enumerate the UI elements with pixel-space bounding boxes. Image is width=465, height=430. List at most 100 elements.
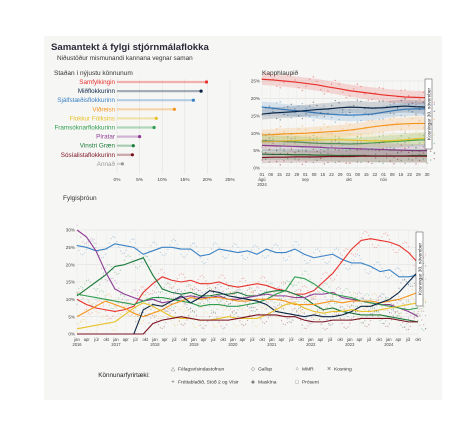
poll-point [157,312,160,314]
poll-point [245,280,247,282]
poll-point [351,317,353,320]
poll-point [334,135,337,137]
poll-point [354,292,357,295]
poll-point [400,316,402,319]
poll-point [341,306,343,308]
x-tick-label-line: okt [298,337,304,342]
poll-point [326,304,328,306]
poll-point [229,285,232,287]
poll-point [298,307,300,310]
poll-point [301,273,304,275]
poll-point [203,262,205,265]
poll-point [150,308,152,311]
poll-point [421,308,423,310]
party-label: Framsóknarflokkurinn [54,125,115,132]
poll-point [256,285,258,287]
poll-point [226,324,228,326]
poll-point [371,294,374,296]
poll-point [367,133,370,135]
x-tick-label: 22 [407,172,412,177]
poll-point [328,303,330,305]
poll-point [283,150,285,152]
poll-point [133,311,135,313]
poll-point [268,149,271,151]
poll-point [313,297,315,300]
poll-point [241,308,243,310]
poll-point [135,307,137,309]
poll-point [360,85,362,88]
poll-point [326,305,328,307]
poll-point [163,303,165,306]
poll-point [362,313,364,315]
poll-point [320,254,322,256]
poll-point [366,231,368,233]
poll-point [195,287,197,290]
x-tick-label-line: 08 [312,172,317,177]
election-marker-box [415,231,424,307]
poll-point [127,299,129,301]
poll-point [381,297,383,299]
poll-point [354,255,357,257]
poll-point [275,160,278,163]
poll-point [307,262,309,264]
poll-point [243,312,245,314]
poll-point [97,288,99,290]
poll-point [360,100,362,103]
poll-point [161,268,163,270]
poll-point [76,331,78,333]
poll-point [424,328,427,330]
poll-point [197,303,199,305]
poll-point [279,148,282,150]
poll-point [114,280,116,282]
poll-point [207,299,209,301]
x-tick-label: 0% [114,177,122,183]
poll-point [318,319,321,321]
poll-point [279,164,282,166]
poll-point [216,287,218,289]
poll-point [226,300,228,303]
poll-point [152,312,154,314]
poll-point [258,293,260,295]
poll-point [330,133,333,135]
poll-point [210,288,213,290]
poll-point [82,286,84,289]
legend-symbol-icon: ◈ [251,380,256,386]
poll-point [327,152,329,154]
poll-point [286,138,289,140]
poll-point [203,276,205,278]
poll-point [229,292,232,294]
poll-point [382,148,384,150]
poll-point [373,307,376,309]
poll-point [335,295,338,297]
poll-point [190,308,192,310]
poll-point [83,319,86,321]
poll-point [423,273,425,275]
poll-point [290,283,292,286]
poll-point [411,117,414,120]
poll-point [114,305,116,307]
poll-point [209,301,211,304]
poll-point [299,319,302,321]
poll-point [191,242,194,244]
poll-point [281,288,283,290]
poll-point [301,89,304,92]
poll-point [146,297,148,299]
poll-point [415,313,417,315]
poll-point [349,267,351,270]
poll-point [233,243,235,245]
legend-label: Maskína [258,380,277,386]
poll-point [140,261,143,263]
poll-point [400,144,403,146]
poll-point [186,285,188,287]
poll-point [411,259,413,261]
poll-point [409,325,412,328]
poll-point [140,322,143,324]
x-tick-label: 5% [136,177,144,183]
x-tick-label-line: jan [73,337,80,342]
poll-point [417,308,419,310]
x-tick-label-line: jan [346,337,353,342]
poll-point [281,307,283,310]
poll-point [161,315,163,318]
poll-point [91,311,93,314]
poll-point [226,282,228,284]
